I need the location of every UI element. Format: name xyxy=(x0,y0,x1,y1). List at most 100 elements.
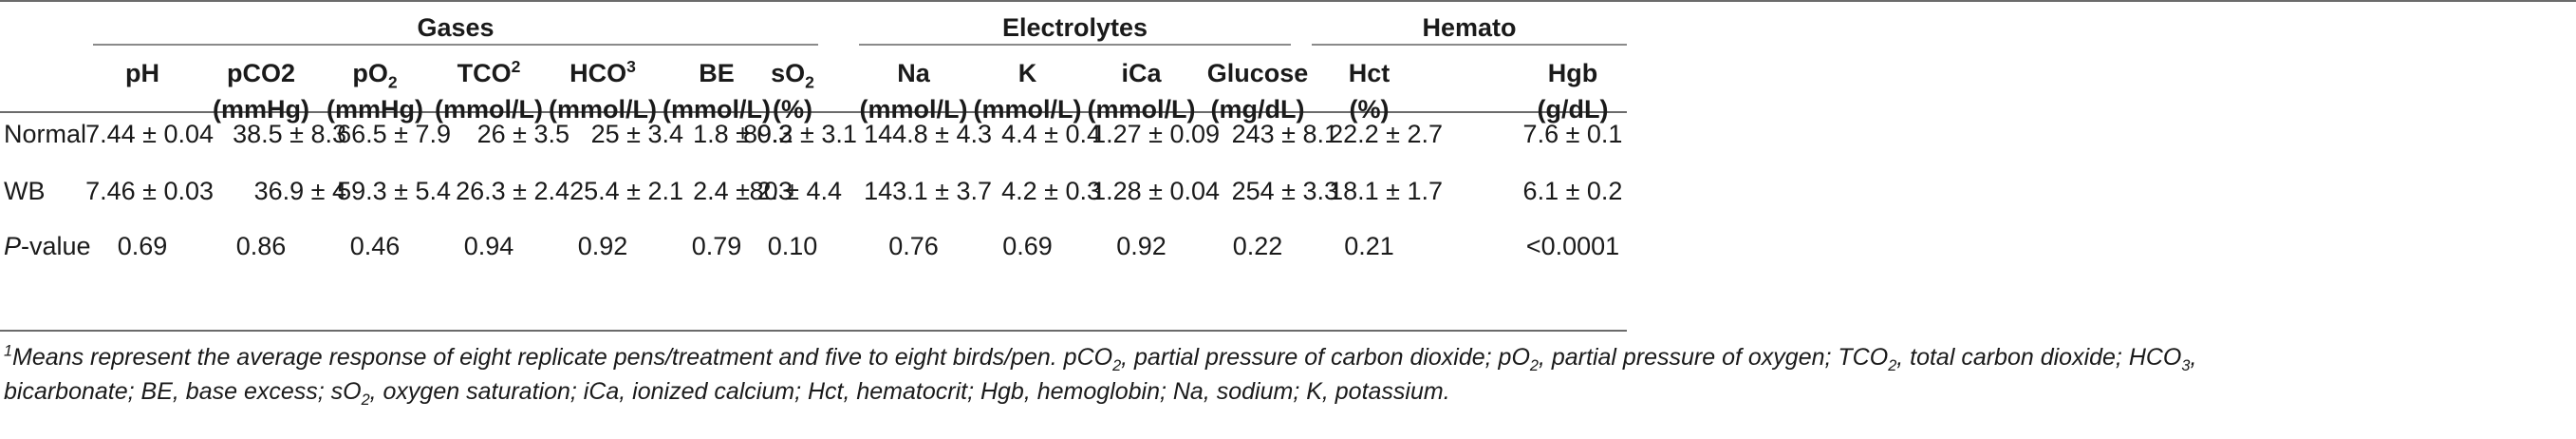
row-label-italic: P xyxy=(4,232,22,260)
column-name-text: pCO2 xyxy=(226,59,295,87)
column-name: pCO2 xyxy=(180,55,342,91)
column-name: Hgb xyxy=(1500,55,1646,91)
column-unit: (mmHg) xyxy=(213,95,309,124)
header-bottom-rule xyxy=(0,111,1627,113)
table-cell: 66.5 ± 7.9 xyxy=(337,120,451,148)
column-name: TCO2 xyxy=(413,55,565,91)
table-cell: 0.69 xyxy=(117,232,168,260)
table-cell: 2.4 ± 2.3 xyxy=(693,177,793,205)
footnote-text: , xyxy=(2190,344,2197,371)
column-name: HCO3 xyxy=(527,55,679,91)
table-cell: 80 ± 4.4 xyxy=(749,177,842,205)
row-label: WB xyxy=(4,177,46,205)
column-header-pco2: pCO2 (mmHg) xyxy=(180,55,342,127)
table-cell: 0.10 xyxy=(767,232,818,260)
table-cell: 18.1 ± 1.7 xyxy=(1329,177,1443,205)
table-cell: 1.8 ± 0.3 xyxy=(693,120,793,148)
footnote-text: bicarbonate; BE, base excess; sO xyxy=(4,378,362,405)
table-cell: 0.46 xyxy=(349,232,401,260)
footnote-text: , total carbon dioxide; HCO xyxy=(1896,344,2182,371)
table-top-rule xyxy=(0,0,2576,2)
column-unit: (mmol/L) xyxy=(1087,95,1196,124)
subscript: 2 xyxy=(361,391,370,409)
table-cell: 26.3 ± 2.4 xyxy=(456,177,569,205)
column-name-text: BE xyxy=(699,59,735,87)
table-cell: 26 ± 3.5 xyxy=(476,120,569,148)
column-name: pO2 xyxy=(304,55,446,91)
column-name-text: Hct xyxy=(1348,59,1391,87)
table-cell: 0.92 xyxy=(1116,232,1167,260)
table-cell: 0.69 xyxy=(1002,232,1053,260)
footnote-text: Means represent the average response of … xyxy=(12,344,1113,371)
footnote-line-2: bicarbonate; BE, base excess; sO2, oxyge… xyxy=(4,374,2567,409)
table-cell: 0.94 xyxy=(463,232,514,260)
column-name-text: K xyxy=(1017,59,1037,87)
table-cell: 4.2 ± 0.3 xyxy=(1001,177,1101,205)
column-header-so: sO2 (%) xyxy=(748,55,837,127)
column-name: BE xyxy=(645,55,788,91)
column-name: Hct xyxy=(1300,55,1438,91)
table-cell: 4.4 ± 0.4 xyxy=(1001,120,1101,148)
row-label-rest: -value xyxy=(21,232,91,260)
column-name-text: pO xyxy=(352,59,388,87)
column-unit: (%) xyxy=(773,95,812,124)
column-name: sO2 xyxy=(748,55,837,91)
column-header-na: Na (mmol/L) xyxy=(840,55,987,127)
table-cell: 89.2 ± 3.1 xyxy=(743,120,857,148)
column-unit: (mmol/L) xyxy=(435,95,543,124)
table-bottom-rule xyxy=(0,330,1627,332)
subscript: 2 xyxy=(1529,357,1539,374)
table-cell: 25 ± 3.4 xyxy=(590,120,683,148)
column-unit: (mg/dL) xyxy=(1210,95,1305,124)
footnote-text: , partial pressure of oxygen; TCO xyxy=(1538,344,1889,371)
column-unit: (mmol/L) xyxy=(549,95,657,124)
footnote-line-1: 1Means represent the average response of… xyxy=(4,340,2567,374)
row-label: P-value xyxy=(4,232,91,261)
group-header-hemato: Hemato xyxy=(1422,13,1517,42)
table-cell: 7.6 ± 0.1 xyxy=(1522,120,1623,148)
column-name-text: TCO xyxy=(457,59,512,87)
column-unit: (mmol/L) xyxy=(859,95,968,124)
column-name-text: Hgb xyxy=(1547,59,1598,87)
table-cell: 0.76 xyxy=(888,232,939,260)
column-name: Glucose xyxy=(1182,55,1334,91)
table-cell: 7.44 ± 0.04 xyxy=(85,120,214,148)
column-name: pH xyxy=(76,55,209,91)
table-cell: 59.3 ± 5.4 xyxy=(337,177,451,205)
column-unit: (mmHg) xyxy=(327,95,423,124)
column-header-glucose: Glucose (mg/dL) xyxy=(1182,55,1334,127)
table-cell: 6.1 ± 0.2 xyxy=(1522,177,1623,205)
table-cell: 143.1 ± 3.7 xyxy=(864,177,992,205)
table-cell: 0.86 xyxy=(235,232,287,260)
column-name-text: Na xyxy=(897,59,930,87)
column-name: iCa xyxy=(1068,55,1215,91)
column-unit: (g/dL) xyxy=(1537,95,1609,124)
table-cell: 38.5 ± 8.3 xyxy=(233,120,346,148)
column-name: K xyxy=(959,55,1096,91)
column-name: Na xyxy=(840,55,987,91)
column-header-hct: Hct (%) xyxy=(1300,55,1438,127)
column-header-po: pO2 (mmHg) xyxy=(304,55,446,127)
column-header-ph: pH xyxy=(76,55,209,127)
footnote-text: , oxygen saturation; iCa, ionized calciu… xyxy=(369,378,1450,405)
hemato-group-rule xyxy=(1312,44,1627,46)
subscript: 2 xyxy=(387,72,398,92)
table-cell: 1.28 ± 0.04 xyxy=(1092,177,1220,205)
group-header-gases: Gases xyxy=(417,13,495,42)
table-cell: 144.8 ± 4.3 xyxy=(864,120,992,148)
footnote-marker: 1 xyxy=(4,342,13,360)
column-name-text: sO xyxy=(771,59,806,87)
subscript: 3 xyxy=(2181,357,2191,374)
table-cell: 0.22 xyxy=(1232,232,1283,260)
table-cell: 7.46 ± 0.03 xyxy=(85,177,214,205)
table-cell: 243 ± 8.1 xyxy=(1231,120,1338,148)
column-header-hgb: Hgb (g/dL) xyxy=(1500,55,1646,127)
table-cell: 22.2 ± 2.7 xyxy=(1329,120,1443,148)
table-cell: 0.92 xyxy=(577,232,628,260)
footnote-text: , partial pressure of carbon dioxide; pO xyxy=(1121,344,1530,371)
column-unit: (%) xyxy=(1349,95,1390,124)
column-name-text: iCa xyxy=(1121,59,1162,87)
column-header-be: BE (mmol/L) xyxy=(645,55,788,127)
column-name-text: Glucose xyxy=(1206,59,1309,87)
table-cell: 25.4 ± 2.1 xyxy=(569,177,683,205)
